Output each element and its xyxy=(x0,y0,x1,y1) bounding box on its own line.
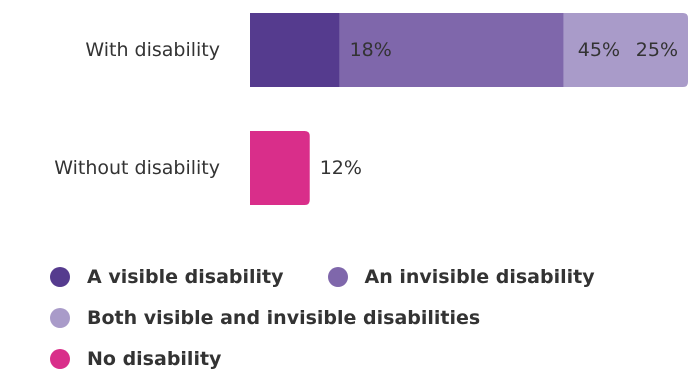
legend-item-visible: A visible disability xyxy=(50,266,284,288)
legend: A visible disability An invisible disabi… xyxy=(50,262,690,373)
legend-swatch-none xyxy=(50,348,70,369)
legend-label-visible: A visible disability xyxy=(87,265,284,288)
legend-swatch-both xyxy=(50,307,70,328)
bar-without-disability-no-disability xyxy=(250,131,310,205)
legend-label-invisible: An invisible disability xyxy=(364,265,595,288)
legend-row: A visible disability An invisible disabi… xyxy=(50,262,690,291)
legend-label-both: Both visible and invisible disabilities xyxy=(87,306,481,329)
stacked-bar-chart: With disability Without disability 18% 45%… xyxy=(54,13,688,205)
legend-item-invisible: An invisible disability xyxy=(327,265,595,288)
bars xyxy=(250,13,688,205)
bar-with-disability-a-visible-disability xyxy=(250,13,340,87)
legend-swatch-visible xyxy=(50,266,70,287)
legend-row: No disability xyxy=(50,344,690,373)
legend-item-none: No disability xyxy=(50,348,221,370)
category-label-with-disability: With disability xyxy=(85,39,220,61)
legend-label-none: No disability xyxy=(87,347,222,370)
legend-item-both: Both visible and invisible disabilities xyxy=(50,307,480,329)
bar-with-disability-an-invisible-disability xyxy=(339,13,564,87)
data-labels: 18% 45% 25% 12% xyxy=(320,39,678,179)
data-label-with-disability-an-invisible-disability: 45% xyxy=(578,39,620,61)
bar-with-disability-both-visible-and-invisible-disabilities xyxy=(563,13,688,87)
category-label-without-disability: Without disability xyxy=(54,157,220,179)
legend-row: Both visible and invisible disabilities xyxy=(50,303,690,332)
data-label-with-disability-both-visible-and-invisible-disabilities: 25% xyxy=(636,39,678,61)
data-label-with-disability-a-visible-disability: 18% xyxy=(350,39,392,61)
data-label-without-disability-no-disability: 12% xyxy=(320,157,362,179)
legend-swatch-invisible xyxy=(327,266,348,287)
category-labels: With disability Without disability xyxy=(54,39,220,179)
